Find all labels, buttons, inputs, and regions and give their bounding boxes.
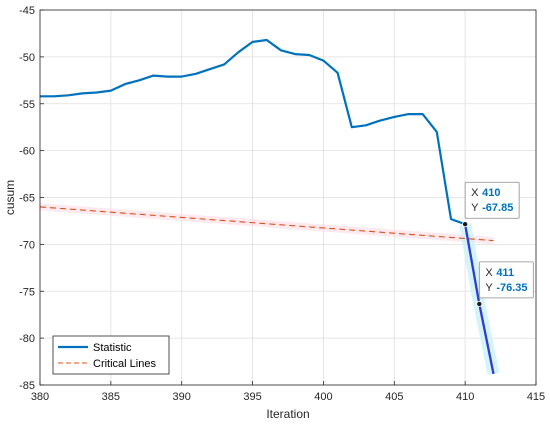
critical-lines-series-line	[39, 206, 494, 242]
legend-box	[52, 335, 170, 375]
datatip-y-key: Y	[471, 202, 479, 214]
datatip-y-key: Y	[485, 282, 493, 294]
x-tick-label: 385	[102, 391, 120, 403]
datatip-y-value: -67.85	[482, 202, 513, 214]
x-tick-label: 405	[385, 391, 403, 403]
y-tick-label: -50	[19, 52, 35, 64]
y-tick-label: -60	[19, 146, 35, 158]
datatip-x-value: 411	[496, 267, 514, 279]
y-tick-label: -55	[19, 99, 35, 111]
datatip-marker[interactable]	[462, 221, 469, 228]
y-tick-label: -65	[19, 193, 35, 205]
x-tick-label: 415	[527, 391, 545, 403]
x-tick-label: 380	[31, 391, 49, 403]
x-axis-ticks: 380 385 390 395 400 405 410 415	[31, 381, 545, 403]
y-tick-label: -75	[19, 286, 35, 298]
legend-entry-label: Critical Lines	[93, 358, 156, 370]
datatip-x-key: X	[485, 267, 493, 279]
datatip-x-value: 410	[482, 187, 500, 199]
y-axis-label: cusum	[3, 180, 17, 215]
x-tick-label: 395	[243, 391, 261, 403]
x-axis-label: Iteration	[266, 407, 309, 421]
x-tick-label: 390	[173, 391, 191, 403]
y-tick-label: -85	[19, 380, 35, 392]
datatip-marker[interactable]	[476, 300, 483, 307]
datatip-box	[464, 181, 520, 219]
datatip-y-value: -76.35	[496, 282, 527, 294]
y-tick-label: -80	[19, 333, 35, 345]
legend: Statistic Critical Lines	[52, 335, 170, 375]
statistic-series-line	[40, 38, 495, 375]
datatip-box	[478, 261, 534, 299]
y-tick-label: -45	[19, 5, 35, 17]
datatip-x-key: X	[471, 187, 479, 199]
x-tick-label: 400	[314, 391, 332, 403]
x-tick-label: 410	[456, 391, 474, 403]
legend-entry-label: Statistic	[93, 342, 132, 354]
y-tick-label: -70	[19, 239, 35, 251]
y-axis-ticks: -45 -50 -55 -60 -65 -70 -75 -80 -85	[19, 5, 44, 392]
